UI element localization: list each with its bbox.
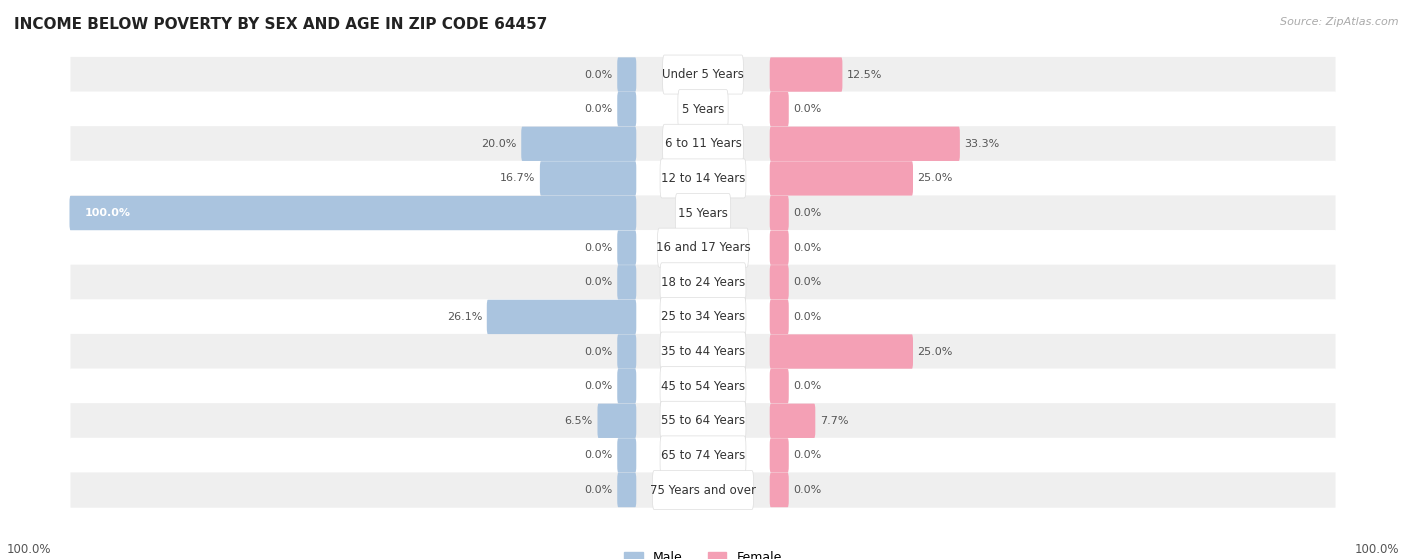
FancyBboxPatch shape [486, 300, 637, 334]
Text: Under 5 Years: Under 5 Years [662, 68, 744, 81]
FancyBboxPatch shape [769, 127, 960, 161]
Text: 25.0%: 25.0% [918, 173, 953, 183]
FancyBboxPatch shape [658, 228, 748, 267]
FancyBboxPatch shape [70, 92, 1336, 127]
FancyBboxPatch shape [69, 196, 637, 230]
FancyBboxPatch shape [659, 263, 747, 302]
FancyBboxPatch shape [769, 438, 789, 472]
FancyBboxPatch shape [70, 230, 1336, 266]
FancyBboxPatch shape [659, 332, 747, 371]
FancyBboxPatch shape [662, 55, 744, 94]
FancyBboxPatch shape [70, 196, 1336, 231]
FancyBboxPatch shape [70, 126, 1336, 162]
Text: 15 Years: 15 Years [678, 206, 728, 220]
FancyBboxPatch shape [617, 58, 637, 92]
Text: 100.0%: 100.0% [84, 208, 131, 218]
Text: 0.0%: 0.0% [793, 208, 821, 218]
FancyBboxPatch shape [769, 230, 789, 265]
FancyBboxPatch shape [70, 334, 1336, 369]
FancyBboxPatch shape [70, 472, 1336, 508]
FancyBboxPatch shape [659, 401, 747, 440]
FancyBboxPatch shape [769, 404, 815, 438]
FancyBboxPatch shape [70, 368, 1336, 404]
Text: 12.5%: 12.5% [846, 69, 883, 79]
Text: 0.0%: 0.0% [585, 243, 613, 253]
Text: 0.0%: 0.0% [585, 451, 613, 461]
Text: 0.0%: 0.0% [585, 277, 613, 287]
FancyBboxPatch shape [769, 369, 789, 404]
Text: 0.0%: 0.0% [793, 451, 821, 461]
Text: 5 Years: 5 Years [682, 103, 724, 116]
FancyBboxPatch shape [659, 367, 747, 406]
FancyBboxPatch shape [617, 334, 637, 369]
FancyBboxPatch shape [659, 159, 747, 198]
Text: 0.0%: 0.0% [793, 243, 821, 253]
FancyBboxPatch shape [769, 334, 912, 369]
FancyBboxPatch shape [769, 473, 789, 507]
FancyBboxPatch shape [70, 438, 1336, 473]
FancyBboxPatch shape [678, 89, 728, 129]
Text: INCOME BELOW POVERTY BY SEX AND AGE IN ZIP CODE 64457: INCOME BELOW POVERTY BY SEX AND AGE IN Z… [14, 17, 547, 32]
Text: 0.0%: 0.0% [793, 485, 821, 495]
Text: 0.0%: 0.0% [585, 69, 613, 79]
Text: 18 to 24 Years: 18 to 24 Years [661, 276, 745, 289]
Text: 0.0%: 0.0% [793, 277, 821, 287]
Text: 16.7%: 16.7% [501, 173, 536, 183]
Text: 45 to 54 Years: 45 to 54 Years [661, 380, 745, 392]
FancyBboxPatch shape [769, 300, 789, 334]
Text: 12 to 14 Years: 12 to 14 Years [661, 172, 745, 185]
FancyBboxPatch shape [617, 369, 637, 404]
FancyBboxPatch shape [662, 124, 744, 163]
Legend: Male, Female: Male, Female [624, 551, 782, 559]
FancyBboxPatch shape [70, 403, 1336, 438]
Text: 0.0%: 0.0% [585, 381, 613, 391]
Text: 20.0%: 20.0% [481, 139, 516, 149]
Text: 25.0%: 25.0% [918, 347, 953, 357]
Text: 0.0%: 0.0% [585, 347, 613, 357]
Text: 55 to 64 Years: 55 to 64 Years [661, 414, 745, 427]
Text: 65 to 74 Years: 65 to 74 Years [661, 449, 745, 462]
FancyBboxPatch shape [659, 297, 747, 337]
Text: 100.0%: 100.0% [1354, 543, 1399, 556]
Text: 6 to 11 Years: 6 to 11 Years [665, 138, 741, 150]
Text: 0.0%: 0.0% [793, 381, 821, 391]
FancyBboxPatch shape [617, 265, 637, 300]
FancyBboxPatch shape [70, 299, 1336, 335]
FancyBboxPatch shape [652, 471, 754, 510]
FancyBboxPatch shape [70, 161, 1336, 196]
Text: 6.5%: 6.5% [565, 416, 593, 426]
FancyBboxPatch shape [70, 264, 1336, 300]
FancyBboxPatch shape [598, 404, 637, 438]
FancyBboxPatch shape [617, 438, 637, 472]
FancyBboxPatch shape [617, 473, 637, 507]
Text: 26.1%: 26.1% [447, 312, 482, 322]
Text: 33.3%: 33.3% [965, 139, 1000, 149]
FancyBboxPatch shape [675, 193, 731, 233]
FancyBboxPatch shape [522, 127, 637, 161]
FancyBboxPatch shape [617, 92, 637, 126]
Text: 35 to 44 Years: 35 to 44 Years [661, 345, 745, 358]
Text: 0.0%: 0.0% [793, 104, 821, 114]
Text: 0.0%: 0.0% [585, 104, 613, 114]
FancyBboxPatch shape [769, 161, 912, 196]
FancyBboxPatch shape [769, 265, 789, 300]
FancyBboxPatch shape [659, 436, 747, 475]
Text: 75 Years and over: 75 Years and over [650, 484, 756, 496]
Text: 0.0%: 0.0% [585, 485, 613, 495]
FancyBboxPatch shape [70, 57, 1336, 92]
Text: 25 to 34 Years: 25 to 34 Years [661, 310, 745, 324]
FancyBboxPatch shape [769, 92, 789, 126]
FancyBboxPatch shape [769, 196, 789, 230]
FancyBboxPatch shape [617, 230, 637, 265]
Text: 100.0%: 100.0% [7, 543, 52, 556]
FancyBboxPatch shape [540, 161, 637, 196]
FancyBboxPatch shape [769, 58, 842, 92]
Text: Source: ZipAtlas.com: Source: ZipAtlas.com [1281, 17, 1399, 27]
Text: 0.0%: 0.0% [793, 312, 821, 322]
Text: 7.7%: 7.7% [820, 416, 848, 426]
Text: 16 and 17 Years: 16 and 17 Years [655, 241, 751, 254]
